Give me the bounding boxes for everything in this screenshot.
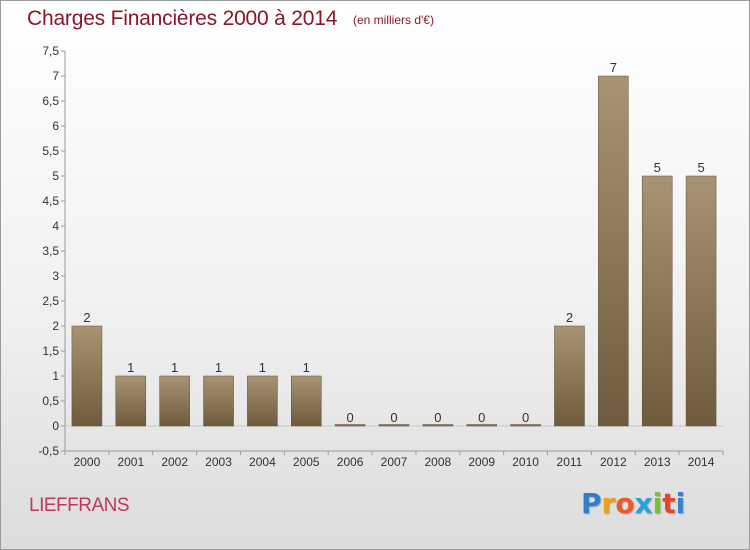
data-label-2014: 5 — [697, 160, 704, 175]
x-tick-label-2006: 2006 — [337, 455, 364, 469]
data-label-2004: 1 — [259, 360, 266, 375]
data-label-2011: 2 — [566, 310, 573, 325]
y-tick-label: 1 — [52, 369, 59, 383]
proxiti-logo: Proxiti — [581, 487, 685, 520]
data-label-2009: 0 — [478, 410, 485, 425]
data-label-2007: 0 — [390, 410, 397, 425]
y-tick-label: 1,5 — [42, 344, 59, 358]
logo-letter: r — [601, 487, 616, 520]
x-tick-label-2001: 2001 — [117, 455, 144, 469]
bar-2000 — [71, 325, 103, 427]
x-tick-label-2003: 2003 — [205, 455, 232, 469]
y-tick-label: 0,5 — [42, 394, 59, 408]
x-tick-label-2002: 2002 — [161, 455, 188, 469]
chart-title: Charges Financières 2000 à 2014 — [27, 7, 338, 30]
y-tick-label: 7 — [52, 69, 59, 83]
bar-2014 — [685, 175, 717, 427]
y-tick-label: 5 — [52, 169, 59, 183]
x-tick-label-2004: 2004 — [249, 455, 276, 469]
y-tick-label: 3,5 — [42, 244, 59, 258]
bar-2006 — [334, 424, 366, 427]
data-label-2008: 0 — [434, 410, 441, 425]
logo-letter: x — [634, 487, 653, 520]
y-tick-label: 4 — [52, 219, 59, 233]
x-tick-label-2013: 2013 — [644, 455, 671, 469]
bar-2003 — [203, 375, 234, 427]
bar-2004 — [247, 375, 278, 427]
bar-2002 — [159, 375, 190, 427]
data-label-2005: 1 — [303, 360, 310, 375]
x-tick-label-2009: 2009 — [468, 455, 495, 469]
y-tick-label: 2,5 — [42, 294, 59, 308]
data-label-2012: 7 — [610, 60, 617, 75]
y-tick-label: 4,5 — [42, 194, 59, 208]
chart-unit-note: (en milliers d'€) — [353, 13, 434, 27]
x-tick-label-2010: 2010 — [512, 455, 539, 469]
data-label-2000: 2 — [83, 310, 90, 325]
bar-2007 — [378, 424, 410, 427]
x-tick-label-2011: 2011 — [557, 455, 583, 469]
y-tick-label: 5,5 — [42, 144, 59, 158]
data-label-2006: 0 — [347, 410, 354, 425]
logo-letter: o — [615, 487, 635, 520]
data-label-2003: 1 — [215, 360, 222, 375]
y-tick-label: 3 — [52, 269, 59, 283]
x-tick-label-2000: 2000 — [74, 455, 101, 469]
bar-2013 — [641, 175, 673, 427]
x-tick-label-2012: 2012 — [600, 455, 627, 469]
y-tick-label: -0,5 — [38, 444, 59, 458]
y-tick-label: 6,5 — [42, 94, 59, 108]
bar-2010 — [510, 424, 541, 427]
y-tick-label: 7,5 — [42, 44, 59, 58]
bar-2012 — [598, 75, 629, 427]
x-tick-label-2005: 2005 — [293, 455, 320, 469]
bar-2009 — [466, 424, 497, 427]
bar-2001 — [115, 375, 147, 427]
logo-letter: t — [662, 487, 676, 520]
data-label-2002: 1 — [171, 360, 178, 375]
logo-letter: i — [675, 487, 686, 520]
x-tick-label-2014: 2014 — [688, 455, 715, 469]
bar-2008 — [422, 424, 454, 427]
data-label-2013: 5 — [654, 160, 661, 175]
x-tick-label-2008: 2008 — [425, 455, 452, 469]
y-tick-label: 2 — [52, 319, 59, 333]
bar-2011 — [554, 325, 585, 427]
data-label-2010: 0 — [522, 410, 529, 425]
logo-letter: i — [652, 487, 663, 520]
y-tick-label: 0 — [52, 419, 59, 433]
commune-name: LIEFFRANS — [29, 495, 130, 516]
x-tick-label-2007: 2007 — [381, 455, 408, 469]
data-label-2001: 1 — [127, 360, 134, 375]
bar-2005 — [291, 375, 322, 427]
logo-letter: P — [581, 487, 602, 520]
y-tick-label: 6 — [52, 119, 59, 133]
